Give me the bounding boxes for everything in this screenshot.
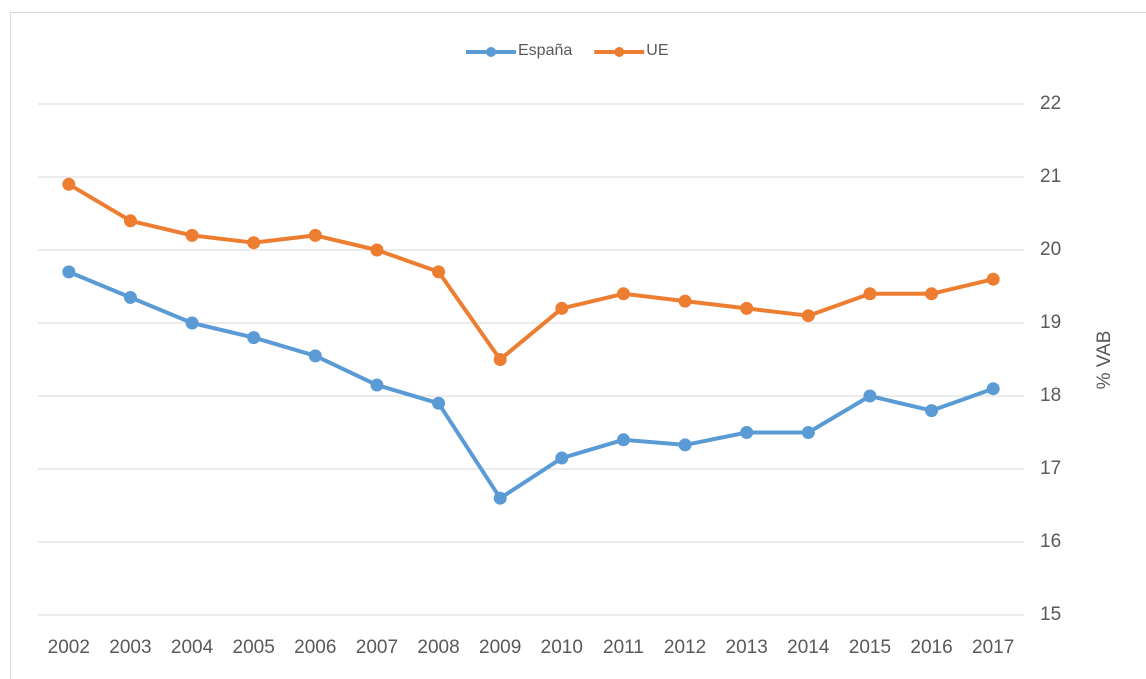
data-point: [247, 236, 261, 250]
data-point: [801, 426, 815, 439]
data-point: [308, 228, 322, 242]
x-tick-label: 2009: [479, 637, 521, 658]
chart-border: [10, 12, 1146, 679]
x-tick-label: 2002: [48, 637, 90, 658]
data-point: [185, 316, 199, 330]
data-point: [432, 265, 446, 279]
data-point: [616, 433, 630, 447]
legend-label: UE: [646, 42, 668, 59]
x-tick-label: 2006: [294, 637, 336, 658]
series-line: [67, 182, 994, 362]
data-point: [986, 382, 1000, 396]
data-point: [185, 228, 199, 242]
data-point: [555, 301, 569, 315]
x-tick-label: 2008: [417, 637, 459, 658]
x-tick-label: 2014: [787, 637, 830, 658]
data-point: [678, 438, 692, 452]
y-tick-label: 16: [1040, 531, 1061, 552]
legend: España UE: [466, 42, 669, 59]
data-point: [370, 243, 384, 257]
data-point: [432, 396, 446, 410]
y-tick-label: 19: [1040, 312, 1061, 333]
x-tick-label: 2016: [910, 637, 952, 658]
legend-marker: [614, 47, 625, 57]
data-point: [123, 290, 137, 304]
y-tick-label: 17: [1040, 458, 1061, 479]
data-point: [863, 287, 877, 301]
data-point: [986, 272, 1000, 286]
data-point: [308, 349, 322, 363]
data-point: [616, 287, 630, 301]
data-point: [247, 331, 261, 345]
y-tick-label: 21: [1040, 166, 1061, 187]
data-point: [678, 294, 692, 308]
data-point: [801, 309, 815, 323]
data-point: [863, 389, 877, 403]
legend-marker: [486, 47, 496, 57]
x-tick-label: 2007: [356, 637, 398, 658]
x-tick-label: 2017: [972, 637, 1014, 658]
data-point: [925, 287, 939, 301]
data-point: [493, 353, 507, 366]
x-tick-label: 2010: [541, 637, 583, 658]
x-tick-label: 2003: [109, 637, 151, 658]
x-tick-label: 2013: [726, 637, 768, 658]
x-tick-label: 2012: [664, 637, 706, 658]
data-point: [62, 265, 76, 279]
y-tick-label: 18: [1040, 385, 1061, 406]
x-tick-label: 2004: [171, 637, 214, 658]
y-tick-label: 22: [1040, 93, 1061, 114]
data-point: [740, 301, 754, 315]
x-tick-label: 2015: [849, 637, 891, 658]
y-axis-label: % VAB: [1094, 331, 1115, 390]
data-point: [123, 214, 137, 228]
series-line: [68, 270, 994, 501]
y-tick-label: 20: [1040, 239, 1061, 260]
data-point: [62, 177, 76, 191]
y-tick-label: 15: [1040, 604, 1061, 625]
data-point: [370, 378, 384, 392]
data-point: [555, 451, 569, 465]
legend-label: España: [518, 42, 572, 59]
x-tick-label: 2005: [233, 637, 275, 658]
data-point: [493, 491, 507, 505]
data-point: [925, 404, 939, 418]
data-point: [740, 426, 754, 439]
x-tick-label: 2011: [603, 637, 644, 658]
